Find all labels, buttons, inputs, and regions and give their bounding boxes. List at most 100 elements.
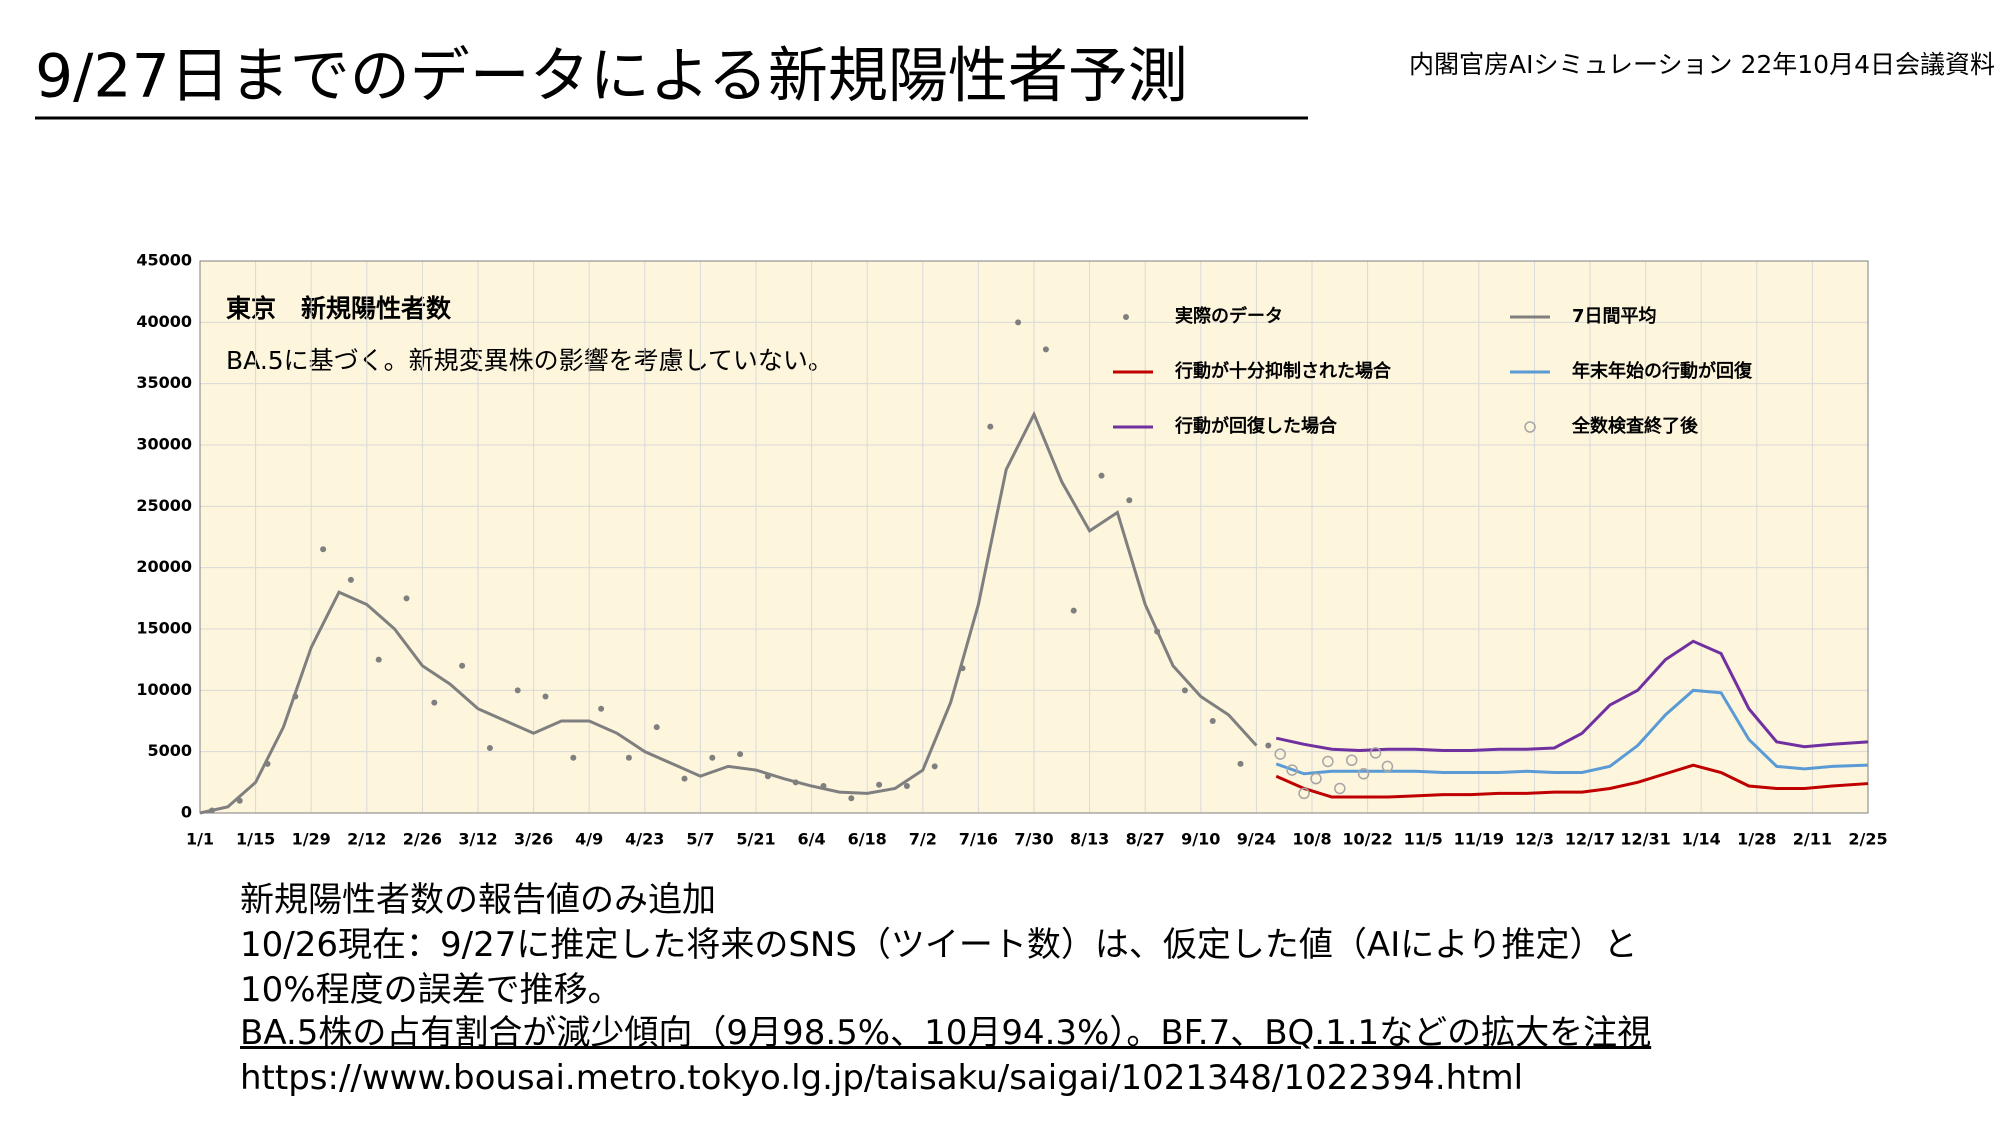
series-line — [1275, 688, 1869, 776]
x-tick-label: 6/18 — [848, 830, 887, 849]
data-point — [375, 656, 382, 663]
data-point — [987, 423, 994, 430]
data-point — [486, 744, 493, 751]
plot-border — [199, 260, 1869, 814]
data-point — [431, 699, 438, 706]
data-point — [1042, 346, 1049, 353]
note: 10/26現在：9/27に推定した将来のSNS（ツイート数）は、仮定した値（AI… — [240, 925, 1638, 965]
x-tick-label: 2/11 — [1793, 830, 1832, 849]
x-tick-label: 7/30 — [1014, 830, 1053, 849]
x-tick-label: 2/12 — [347, 830, 386, 849]
x-tick-label: 8/27 — [1126, 830, 1165, 849]
x-tick-label: 6/4 — [798, 830, 826, 849]
data-point — [1357, 767, 1370, 780]
y-tick-label: 25000 — [136, 496, 192, 515]
legend-label: 実際のデータ — [1175, 305, 1283, 327]
y-tick-label: 40000 — [136, 312, 192, 331]
data-point — [570, 754, 577, 761]
title: 9/27日までのデータによる新規陽性者予測 — [35, 42, 1188, 112]
x-tick-label: 7/16 — [959, 830, 998, 849]
data-point — [514, 687, 521, 694]
data-point — [653, 724, 660, 731]
data-point — [1322, 755, 1334, 768]
x-tick-label: 12/17 — [1565, 830, 1615, 849]
data-point — [1345, 754, 1358, 767]
data-point — [737, 751, 744, 758]
data-point — [1286, 764, 1298, 776]
x-tick-label: 5/7 — [686, 830, 714, 849]
x-tick-label: 12/31 — [1620, 830, 1670, 849]
annotation: BA.5に基づく。新規変異株の影響を考慮していない。 — [226, 346, 833, 375]
x-tick-label: 11/5 — [1404, 830, 1443, 849]
y-tick-label: 15000 — [136, 619, 192, 638]
data-point — [320, 546, 327, 553]
legend-label: 行動が回復した場合 — [1174, 415, 1338, 437]
series-line — [1275, 639, 1869, 752]
legend-label: 全数検査終了後 — [1571, 415, 1699, 437]
y-tick-label: 45000 — [136, 251, 192, 270]
x-tick-label: 2/25 — [1848, 830, 1887, 849]
source: 内閣官房AIシミュレーション 22年10月4日会議資料 — [1409, 50, 1995, 79]
x-tick-label: 3/26 — [514, 830, 553, 849]
data-point — [1070, 607, 1077, 614]
note: 10%程度の誤差で推移。 — [240, 970, 622, 1010]
legend-label: 7日間平均 — [1572, 305, 1657, 327]
x-tick-label: 1/15 — [236, 830, 275, 849]
legend-marker — [1524, 421, 1536, 433]
x-tick-label: 8/13 — [1070, 830, 1109, 849]
y-tick-label: 20000 — [136, 557, 192, 576]
x-tick-label: 1/1 — [186, 830, 214, 849]
data-point — [347, 576, 354, 583]
data-point — [1181, 687, 1188, 694]
series-line — [1275, 763, 1869, 799]
data-point — [848, 795, 855, 802]
x-tick-label: 1/29 — [292, 830, 331, 849]
y-tick-label: 5000 — [147, 741, 192, 760]
data-point — [931, 763, 938, 770]
data-point — [876, 781, 883, 788]
data-point — [625, 754, 632, 761]
x-tick-label: 10/8 — [1292, 830, 1331, 849]
data-point — [1298, 787, 1310, 800]
data-point — [598, 705, 605, 712]
x-tick-label: 10/22 — [1342, 830, 1392, 849]
data-point — [1209, 718, 1216, 724]
legend-marker — [1123, 314, 1129, 320]
data-point — [542, 693, 549, 700]
annotation: 東京 新規陽性者数 — [226, 294, 452, 323]
data-point — [681, 775, 688, 782]
x-tick-label: 11/19 — [1454, 830, 1504, 849]
data-point — [1369, 747, 1382, 759]
legend-label: 年末年始の行動が回復 — [1572, 360, 1753, 382]
y-tick-label: 0 — [181, 803, 192, 822]
y-tick-label: 10000 — [136, 680, 192, 699]
x-tick-label: 2/26 — [403, 830, 442, 849]
x-tick-label: 9/10 — [1181, 830, 1220, 849]
series-line — [199, 410, 1258, 815]
x-tick-label: 4/23 — [625, 830, 664, 849]
data-point — [1334, 782, 1346, 795]
data-point — [1310, 772, 1322, 785]
x-tick-label: 9/24 — [1237, 830, 1276, 849]
note: 新規陽性者数の報告値のみ追加 — [240, 880, 716, 920]
x-tick-label: 12/3 — [1515, 830, 1554, 849]
data-point — [403, 595, 410, 602]
x-tick-label: 1/14 — [1682, 830, 1721, 849]
x-tick-label: 5/21 — [736, 830, 775, 849]
x-tick-label: 4/9 — [575, 830, 603, 849]
data-point — [1126, 497, 1133, 504]
data-point — [1237, 760, 1244, 767]
data-point — [1015, 319, 1022, 326]
data-point — [903, 783, 910, 790]
legend-label: 行動が十分抑制された場合 — [1174, 360, 1392, 382]
x-tick-label: 7/2 — [909, 830, 937, 849]
chart: 9/27日までのデータによる新規陽性者予測 内閣官房AIシミュレーション 22年… — [35, 42, 1995, 849]
data-point — [1098, 472, 1105, 479]
note: https://www.bousai.metro.tokyo.lg.jp/tai… — [240, 1058, 1524, 1098]
x-tick-label: 3/12 — [458, 830, 497, 849]
data-point — [1274, 748, 1286, 760]
data-point — [1381, 760, 1394, 773]
data-point — [709, 754, 716, 761]
y-tick-label: 35000 — [136, 373, 192, 392]
